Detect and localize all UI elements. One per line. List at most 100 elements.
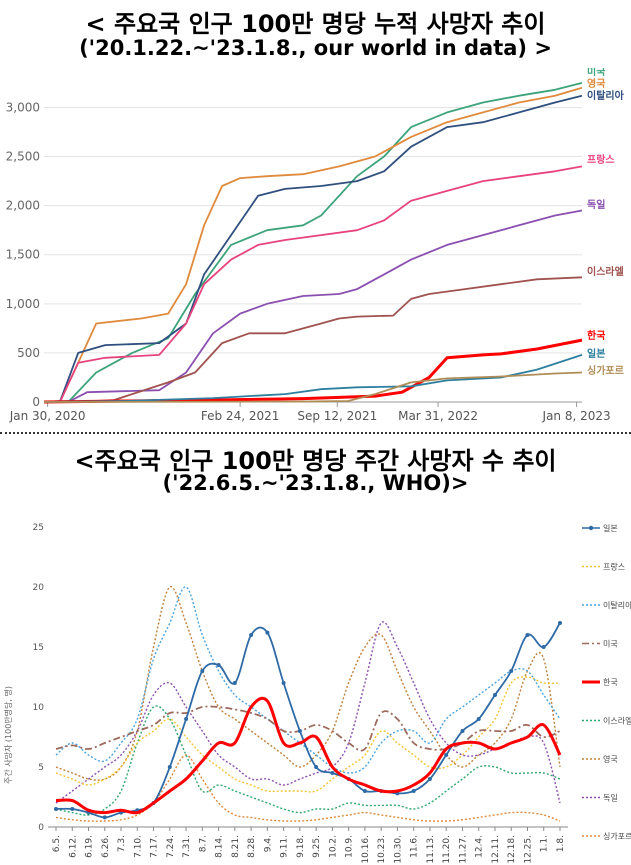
chart2-legend-label: 프랑스 [603,562,625,572]
chart1-series-label: 영국 [587,77,605,90]
chart2-x-tick-label: 7.10. [133,835,143,858]
chart2-series-marker [427,777,432,781]
chart1-series-label: 일본 [587,347,605,360]
chart1-series-lines [43,82,583,404]
chart1-series-label: 프랑스 [587,154,615,166]
chart1-x-tick-label: Jan 30, 2020 [9,409,86,423]
chart1-series-label: 싱가포르 [587,364,624,377]
chart2-x-tick-label: 10.9. [345,835,355,858]
chart2-series-line [55,676,561,793]
chart1-y-tick-label: 1,500 [6,248,40,262]
chart1-y-ticks: 0 500 1,000 1,500 2,000 2,500 3,000 [6,100,40,409]
chart2-y-tick-label: 25 [33,523,44,533]
chart2-y-tick-label: 10 [33,703,45,713]
chart2-series-marker [70,807,75,811]
chart2-series-marker [411,789,416,793]
chart2-series-marker [444,753,449,757]
chart2-x-tick-label: 1.1. [540,835,550,852]
chart2-x-tick-label: 12.11. [491,835,501,864]
chart2-series-marker [558,621,562,625]
chart2-series-marker [265,630,270,635]
chart1-series-label: 독일 [587,198,605,211]
chart2-series-marker [476,717,481,721]
chart2-series-marker [102,815,107,820]
chart1-y-tick-label: 1,000 [6,297,40,311]
chart1-y-tick-label: 2,500 [6,150,40,164]
chart2-x-tick-label: 11.13. [426,835,436,864]
chart2-y-tick-label: 15 [33,643,44,653]
chart2-x-tick-label: 6.19. [85,835,95,858]
chart2-series-marker [184,717,189,721]
chart1-y-tick-label: 0 [32,395,40,409]
chart1-y-tick-label: 2,000 [6,199,40,213]
chart1-series-label: 한국 [587,330,605,342]
chart2-legend-label: 독일 [603,794,618,803]
chart2-x-tick-label: 1.8. [556,835,566,852]
chart2-x-tick-label: 12.4. [475,835,485,858]
chart1-series-line [43,82,583,403]
chart1-series-line [43,338,583,404]
chart2-x-tick-label: 6.26. [101,835,111,858]
chart2-x-tick-label: 9.25. [312,835,322,858]
chart2-series-marker [249,633,254,637]
chart2-x-ticks: 6.5. 6.12. 6.19. 6.26. 7.3. 7.10. 7.17. 7.24. 7.… [52,827,566,864]
chart1-y-tick-label: 500 [17,346,40,360]
chart2-y-ticks: 0 5 10 15 20 25 [33,523,45,833]
chart1-series-label: 이탈리아 [587,89,625,102]
chart2-y-tick-label: 20 [33,583,45,593]
chart1-series-label: 이스라엘 [587,265,624,278]
chart2-x-tick-label: 12.18. [507,835,517,864]
section-divider [0,432,631,434]
chart2-x-tick-label: 8.14. [215,835,225,858]
chart2-x-tick-label: 10.30. [393,835,403,864]
chart2-series-marker [281,681,286,685]
chart2-series-line [55,586,561,781]
chart2-series-line [55,705,561,816]
chart2-x-tick-label: 10.2. [328,835,338,858]
chart2-x-tick-label: 9.4. [263,835,273,852]
chart2-series-marker [200,669,205,673]
chart2-series-lines [54,586,562,822]
chart2-x-tick-label: 9.11. [280,835,290,858]
chart1-x-tick-label: Sep 12, 2021 [297,409,377,423]
chart2-series-marker [362,789,367,793]
chart2-legend-label: 싱가포르 [603,831,631,841]
chart2-x-tick-label: 10.16. [361,835,371,864]
chart2-legend-label: 한국 [603,678,618,687]
chart2-x-tick-label: 9.18. [296,835,306,858]
chart2-x-tick-label: 10.23. [377,835,387,864]
chart2-series-line [55,705,561,752]
chart1-series-line [43,165,583,403]
chart2-y-tick-label: 0 [38,823,44,833]
chart2-x-tick-label: 6.5. [52,835,62,852]
chart2-legend-label: 미국 [603,640,618,649]
chart2-y-tick-label: 5 [38,763,44,773]
chart2-x-tick-label: 8.28. [247,835,257,858]
weekly-deaths-chart: 0 5 10 15 20 25 6.5. 6.12. 6.19. 6.26. 7.3. 7.10. 7… [3,523,631,864]
chart1-series-line [43,94,583,403]
chart1-title: < 주요국 인구 100만 명당 누적 사망자 추이 [85,10,546,38]
chart1-series-line [43,354,583,403]
chart1-x-tick-label: Jan 8, 2023 [542,409,611,423]
chart2-x-tick-label: 7.3. [117,835,127,852]
chart1-y-tick-label: 3,000 [6,100,40,114]
chart2-series-line [55,696,562,815]
chart2-series-marker [541,645,546,649]
chart2-title: <주요국 인구 100만 명당 주간 사망자 수 추이 [74,447,557,475]
chart2-y-axis-label: 주간 사망자 (100만명당, 명) [3,686,13,784]
chart2-x-tick-label: 8.21. [231,835,241,858]
chart2-x-tick-label: 6.12. [68,835,78,858]
chart2-x-tick-label: 11.27. [459,835,469,864]
chart1-subtitle: ('20.1.22.~'23.1.8., our world in data) … [79,36,552,60]
cumulative-deaths-chart: 0 500 1,000 1,500 2,000 2,500 3,000 Jan 30, 20… [6,68,625,423]
chart2-series-marker [314,765,319,769]
chart2-subtitle: ('22.6.5.~'23.1.8., WHO)> [162,471,469,495]
chart1-series-line [43,371,583,403]
chart2-series-marker [232,681,237,685]
chart2-legend-label: 일본 [603,524,618,533]
chart2-legend-label: 이탈리아 [603,600,631,610]
chart1-series-line [43,86,583,403]
chart2-series-marker [216,663,221,667]
chart2-series-marker [493,693,497,697]
